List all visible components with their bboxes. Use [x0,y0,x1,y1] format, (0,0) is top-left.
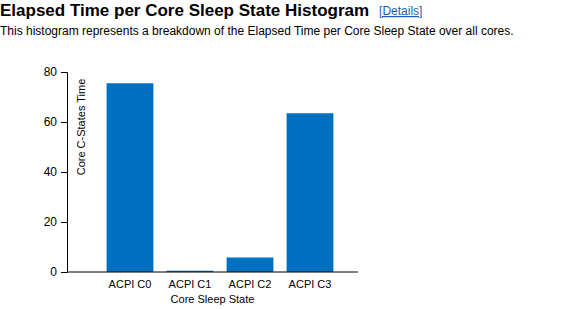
x-tick-label: ACPI C3 [289,278,332,290]
y-tick-mark [61,272,67,273]
x-tick-label: ACPI C1 [169,278,212,290]
chart: Elapsed Time per Core Sleep State Histog… [0,0,576,309]
bar [227,258,274,273]
x-axis-line [67,272,358,273]
y-axis-line [61,73,68,273]
bar [107,83,154,272]
y-tick-label: 80 [44,65,58,79]
y-tick: 40 [44,165,67,179]
y-axis-title: Core C-States Time [75,79,87,176]
y-tick-label: 0 [50,265,57,279]
x-tick: ACPI C1 [169,278,212,290]
y-tick-label: 60 [44,115,58,129]
x-axis-title: Core Sleep State [171,293,255,305]
bar [287,113,334,272]
title: Elapsed Time per Core Sleep State Histog… [0,1,369,20]
y-tick: 80 [44,65,67,79]
y-tick-mark [61,122,67,123]
y-tick: 60 [44,115,67,129]
x-tick: ACPI C0 [109,278,152,290]
y-axis: 0 20 40 60 80 [44,65,68,279]
y-tick-mark [61,172,67,173]
y-tick-mark [61,72,67,73]
subtitle: This histogram represents a breakdown of… [0,24,514,38]
bars [107,83,334,272]
details-link[interactable]: [Details] [379,4,422,18]
y-tick: 0 [50,265,67,279]
x-axis: ACPI C0 ACPI C1 ACPI C2 ACPI C3 [109,278,332,290]
x-tick-label: ACPI C2 [229,278,272,290]
y-tick-label: 20 [44,215,58,229]
y-tick: 20 [44,215,67,229]
y-tick-mark [61,222,67,223]
y-tick-label: 40 [44,165,58,179]
x-tick-label: ACPI C0 [109,278,152,290]
x-tick: ACPI C3 [289,278,332,290]
x-tick: ACPI C2 [229,278,272,290]
